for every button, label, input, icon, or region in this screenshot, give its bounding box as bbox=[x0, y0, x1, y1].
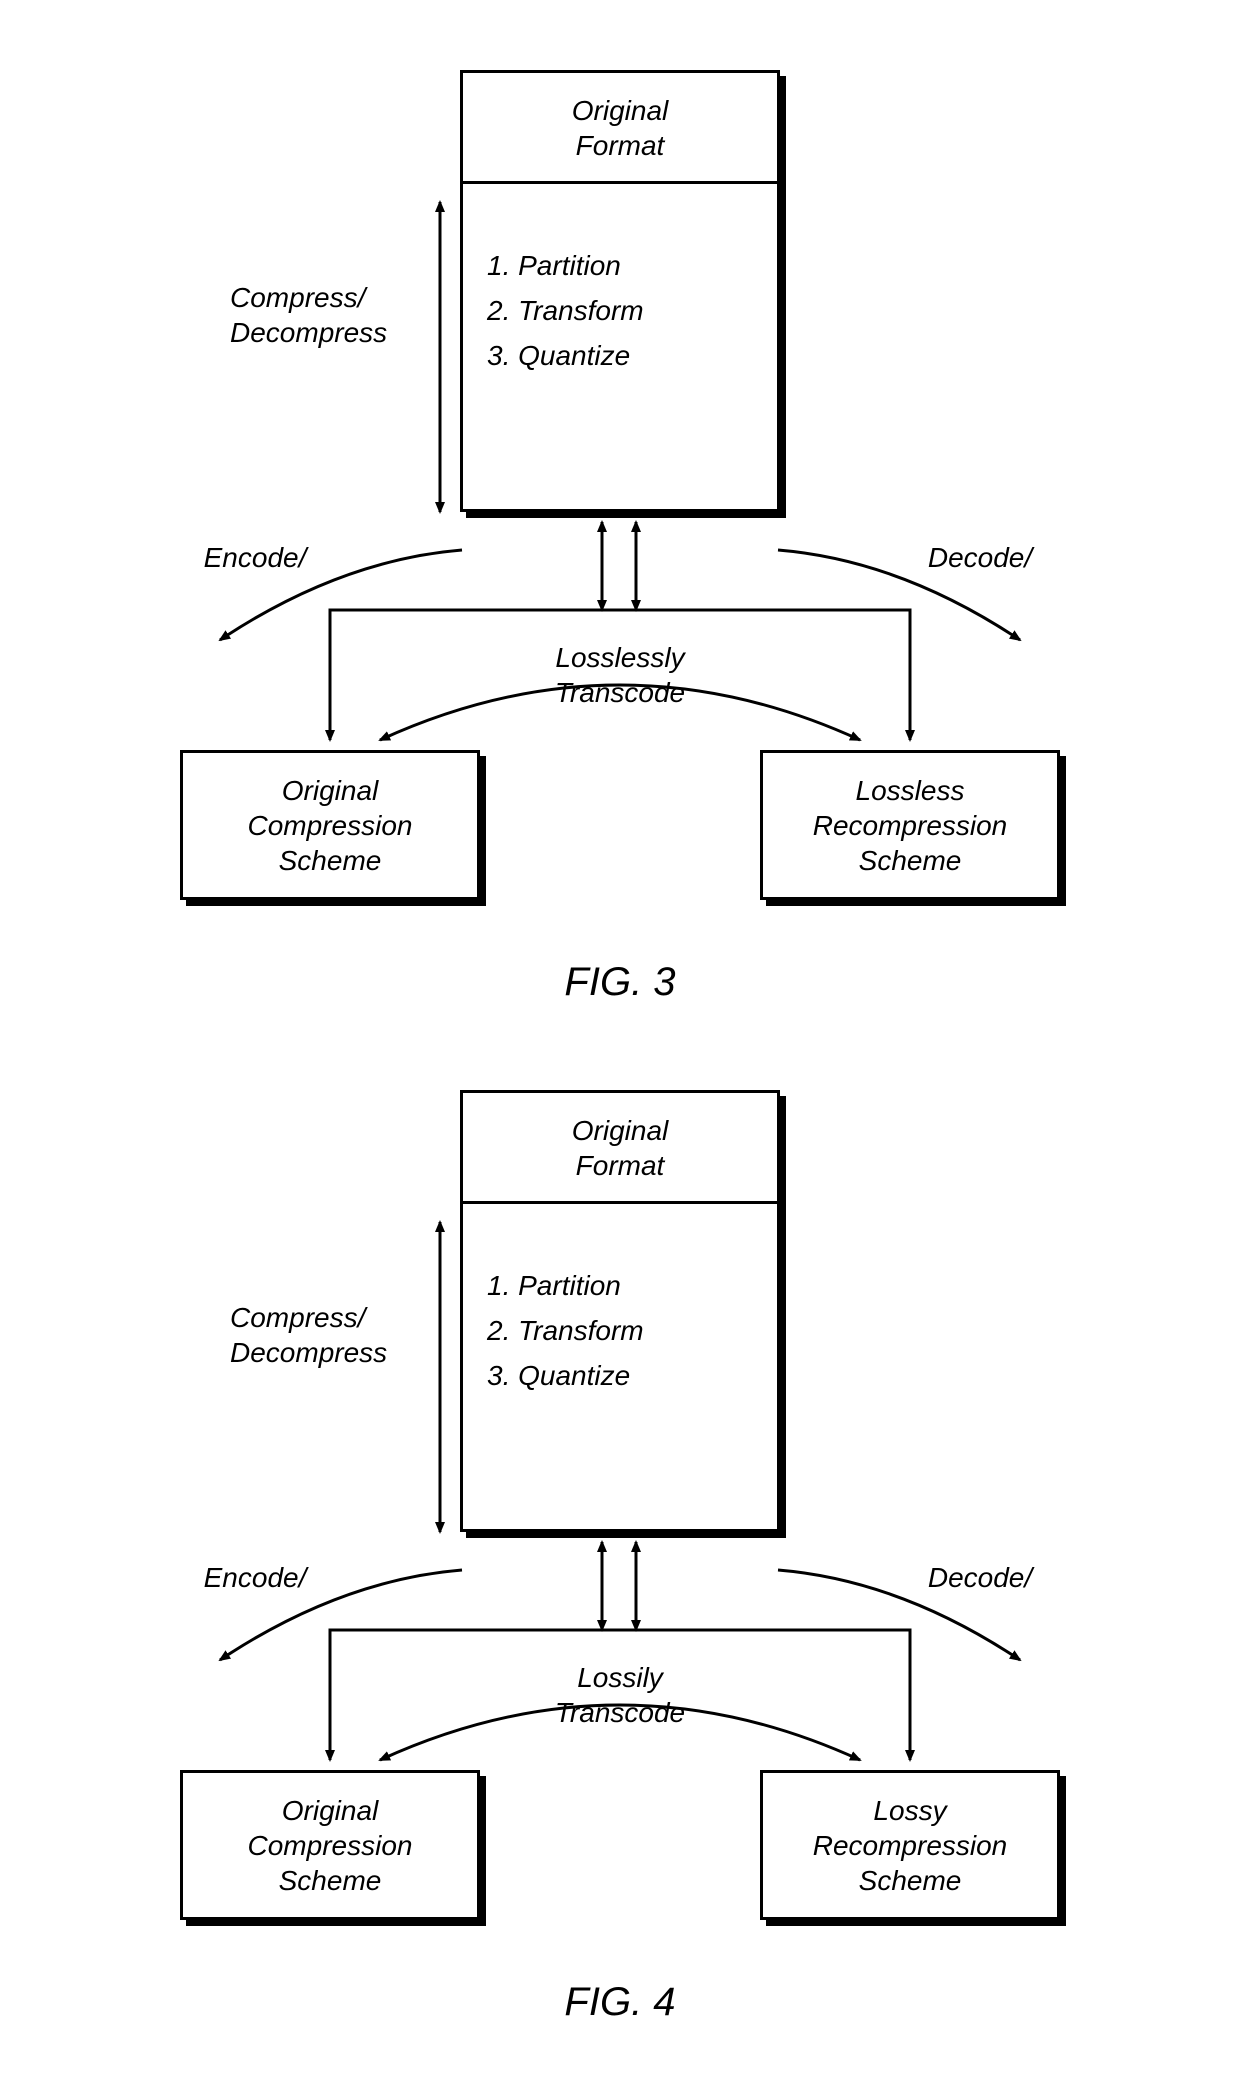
fig4-bottom-left-box: OriginalCompressionScheme bbox=[180, 1770, 480, 1920]
fig3-bottom-right-text: LosslessRecompressionScheme bbox=[813, 773, 1008, 878]
fig4-step-3: 3. Quantize bbox=[487, 1354, 759, 1399]
fig3-diagram: OriginalFormat 1. Partition 2. Transform… bbox=[0, 70, 1240, 970]
fig3-compress-label: Compress/Decompress bbox=[230, 280, 450, 350]
fig4-top-header: OriginalFormat bbox=[463, 1093, 777, 1204]
fig3-step-1: 1. Partition bbox=[487, 244, 759, 289]
fig4-decode-label: Decode/ bbox=[900, 1560, 1060, 1595]
fig4-transcode-label: LossilyTranscode bbox=[520, 1660, 720, 1730]
fig3-step-3: 3. Quantize bbox=[487, 334, 759, 379]
fig3-top-box: OriginalFormat 1. Partition 2. Transform… bbox=[460, 70, 780, 512]
fig4-encode-label: Encode/ bbox=[175, 1560, 335, 1595]
fig3-bottom-left-box: OriginalCompressionScheme bbox=[180, 750, 480, 900]
fig3-encode-label: Encode/ bbox=[175, 540, 335, 575]
fig3-caption: FIG. 3 bbox=[0, 960, 1240, 1005]
page: OriginalFormat 1. Partition 2. Transform… bbox=[0, 0, 1240, 2078]
fig4-bottom-left-text: OriginalCompressionScheme bbox=[248, 1793, 413, 1898]
fig4-bottom-right-box: LossyRecompressionScheme bbox=[760, 1770, 1060, 1920]
fig4-compress-label: Compress/Decompress bbox=[230, 1300, 450, 1370]
fig3-top-body: 1. Partition 2. Transform 3. Quantize bbox=[463, 184, 777, 509]
fig4-top-body: 1. Partition 2. Transform 3. Quantize bbox=[463, 1204, 777, 1529]
fig3-top-header: OriginalFormat bbox=[463, 73, 777, 184]
fig4-step-2: 2. Transform bbox=[487, 1309, 759, 1354]
fig3-step-2: 2. Transform bbox=[487, 289, 759, 334]
fig4-step-1: 1. Partition bbox=[487, 1264, 759, 1309]
fig4-caption: FIG. 4 bbox=[0, 1980, 1240, 2025]
fig4-top-box: OriginalFormat 1. Partition 2. Transform… bbox=[460, 1090, 780, 1532]
fig3-bottom-left-text: OriginalCompressionScheme bbox=[248, 773, 413, 878]
fig3-decode-label: Decode/ bbox=[900, 540, 1060, 575]
fig4-diagram: OriginalFormat 1. Partition 2. Transform… bbox=[0, 1090, 1240, 1990]
fig3-transcode-label: LosslesslyTranscode bbox=[520, 640, 720, 710]
fig3-bottom-right-box: LosslessRecompressionScheme bbox=[760, 750, 1060, 900]
fig4-bottom-right-text: LossyRecompressionScheme bbox=[813, 1793, 1008, 1898]
